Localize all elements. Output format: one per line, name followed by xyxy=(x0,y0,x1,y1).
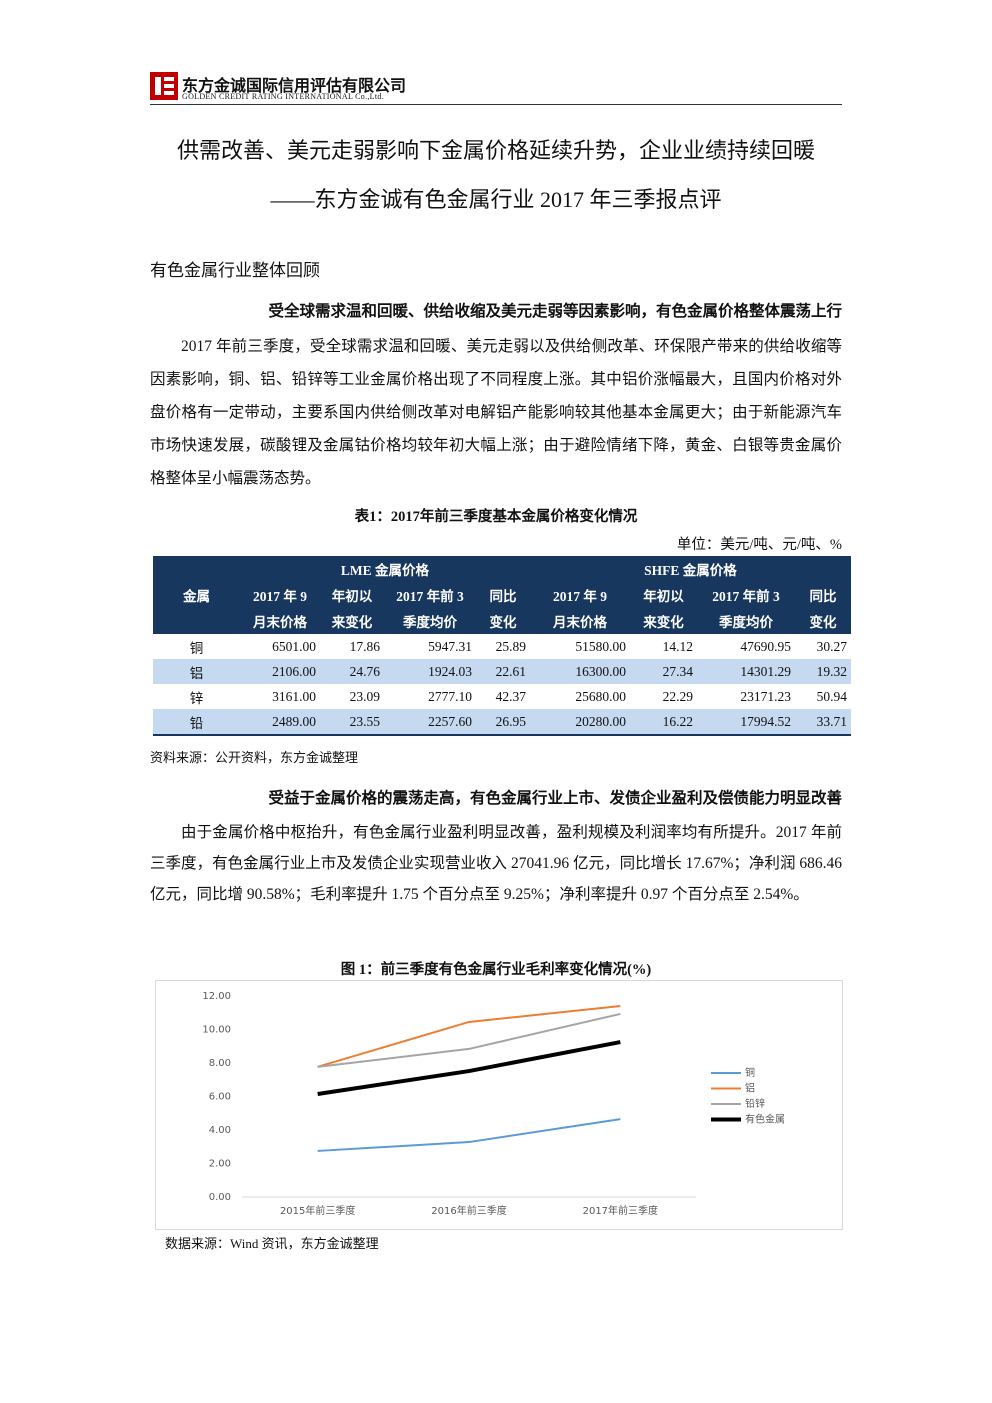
table-row: 铅 2489.00 23.55 2257.60 26.95 20280.00 16.22 17… xyxy=(153,709,851,735)
logo xyxy=(150,72,178,100)
table-cell: 23171.23 xyxy=(740,688,791,704)
table-cell: 3161.00 xyxy=(272,688,316,704)
column-header: 季度均价 xyxy=(384,608,476,634)
table-caption: 表1：2017年前三季度基本金属价格变化情况 xyxy=(354,509,638,525)
y-tick-label: 6.00 xyxy=(209,1092,231,1103)
table-unit: 单位：美元/吨、元/吨、% xyxy=(676,537,842,553)
table-cell: 20280.00 xyxy=(530,709,630,735)
paragraph: 2017 年前三季度，受全球需求温和回暖、美元走弱以及供给侧改革、环保限产带来的… xyxy=(150,338,842,487)
column-header: 同比 xyxy=(795,582,851,608)
table-cell: 23.55 xyxy=(320,709,384,735)
paragraph: 由于金属价格中枢抬升，有色金属行业盈利明显改善，盈利规模及利润率均有所提升。20… xyxy=(150,824,842,903)
table-row: 锌 3161.00 23.09 2777.10 42.37 25680.00 22.29 23… xyxy=(153,684,851,709)
table-cell: 16.22 xyxy=(630,709,697,735)
y-tick-label: 4.00 xyxy=(209,1125,231,1136)
table-cell: 27.34 xyxy=(630,659,697,684)
chart: 0.00 2.00 4.00 6.00 8.00 10.00 12.00 2015年前三季度 2… xyxy=(155,980,843,1230)
table-cell: 铜 xyxy=(189,640,204,656)
table-cell: 17.86 xyxy=(349,638,380,654)
header-rule xyxy=(150,104,842,105)
table-cell: 2106.00 xyxy=(240,659,320,684)
table-cell: 1924.03 xyxy=(384,659,476,684)
legend-label: 铅锌 xyxy=(745,1097,765,1110)
table-cell: 42.37 xyxy=(495,688,526,704)
table-cell: 16300.00 xyxy=(530,659,630,684)
table-cell: 2777.10 xyxy=(428,688,472,704)
subtitle: ——东方金诚有色金属行业 2017 年三季报点评 xyxy=(270,187,722,212)
column-header: 来变化 xyxy=(630,608,697,634)
company-name: 东方金诚国际信用评估有限公司 xyxy=(182,78,407,95)
y-tick-label: 12.00 xyxy=(202,991,231,1002)
table-source: 资料来源：公开资料，东方金诚整理 xyxy=(150,750,359,765)
table-cell: 26.95 xyxy=(476,709,530,735)
series-line xyxy=(317,1040,621,1096)
header-row: 金属 LME 金属价格 SHFE 金属价格 xyxy=(153,556,851,634)
column-header: 季度均价 xyxy=(697,608,795,634)
column-header: 年初以 xyxy=(630,582,697,608)
table-cell: 47690.95 xyxy=(740,638,791,654)
column-header: 2017 年 9 xyxy=(530,582,630,608)
section-heading: 有色金属行业整体回顾 xyxy=(150,261,320,281)
table-cell: 14301.29 xyxy=(697,659,795,684)
table-cell: 14.12 xyxy=(662,638,693,654)
table-cell: 19.32 xyxy=(795,659,851,684)
x-tick-label: 2017年前三季度 xyxy=(583,1204,658,1217)
column-header: 变化 xyxy=(476,608,530,634)
series-line xyxy=(317,1012,621,1068)
column-header: 来变化 xyxy=(320,608,384,634)
chart-source: 数据来源：Wind 资讯，东方金诚整理 xyxy=(165,1236,379,1251)
x-tick-label: 2016年前三季度 xyxy=(431,1204,506,1217)
column-header: 年初以 xyxy=(320,582,384,608)
header-row: 2017 年 9 年初以 2017 年前 3 同比 2017 年 9 年初以 2017 年前… xyxy=(153,582,851,608)
company-name-en: GOLDEN CREDIT RATING INTERNATIONAL Co.,L… xyxy=(182,92,384,101)
series-line xyxy=(317,1005,621,1068)
x-tick-label: 2015年前三季度 xyxy=(280,1204,355,1217)
column-header: 月末价格 xyxy=(530,608,630,634)
column-header: 月末价格 xyxy=(240,608,320,634)
legend-label: 铝 xyxy=(745,1083,755,1095)
table-cell: 2489.00 xyxy=(240,709,320,735)
title: 供需改善、美元走弱影响下金属价格延续升势，企业业绩持续回暖 xyxy=(176,138,815,163)
group-header: SHFE 金属价格 xyxy=(530,556,851,582)
table-cell: 23.09 xyxy=(349,688,380,704)
table-cell: 17994.52 xyxy=(697,709,795,735)
table-row: 铝 2106.00 24.76 1924.03 22.61 16300.00 27.34 14… xyxy=(153,659,851,684)
table-cell: 22.61 xyxy=(476,659,530,684)
y-tick-label: 0.00 xyxy=(209,1192,231,1203)
y-tick-label: 10.00 xyxy=(202,1025,231,1036)
y-tick-label: 8.00 xyxy=(209,1058,231,1069)
column-header: 2017 年 9 xyxy=(240,582,320,608)
header-row: 月末价格 来变化 季度均价 变化 月末价格 来变化 季度均价 变化 xyxy=(153,608,851,634)
table-cell: 22.29 xyxy=(662,688,693,704)
legend-label: 铜 xyxy=(745,1067,755,1079)
table-cell: 25680.00 xyxy=(575,688,626,704)
subheading: 受全球需求温和回暖、供给收缩及美元走弱等因素影响，有色金属价格整体震荡上行 xyxy=(268,303,842,320)
table-cell: 5947.31 xyxy=(428,638,472,654)
table-cell: 24.76 xyxy=(320,659,384,684)
legend-label: 有色金属 xyxy=(745,1113,785,1126)
table-cell: 2257.60 xyxy=(384,709,476,735)
header-cell: 金属 xyxy=(153,556,240,634)
table-cell: 铅 xyxy=(153,709,240,735)
column-header: 同比 xyxy=(476,582,530,608)
column-header: 变化 xyxy=(795,608,851,634)
table-cell: 6501.00 xyxy=(272,638,316,654)
subheading: 受益于金属价格的震荡走高，有色金属行业上市、发债企业盈利及偿债能力明显改善 xyxy=(268,790,842,807)
table-cell: 25.89 xyxy=(495,638,526,654)
y-tick-label: 2.00 xyxy=(209,1159,231,1170)
column-header: 2017 年前 3 xyxy=(384,582,476,608)
table-cell: 33.71 xyxy=(795,709,851,735)
series-line xyxy=(317,1118,621,1152)
column-header: 2017 年前 3 xyxy=(697,582,795,608)
table-cell: 51580.00 xyxy=(575,638,626,654)
table-row: 铜 6501.00 17.86 5947.31 25.89 51580.00 14.12 47… xyxy=(153,634,851,659)
table-cell: 铝 xyxy=(153,659,240,684)
chart-title: 图 1：前三季度有色金属行业毛利率变化情况(%) xyxy=(340,962,652,978)
table-cell: 50.94 xyxy=(816,688,847,704)
table-cell: 锌 xyxy=(189,690,204,706)
table-cell: 30.27 xyxy=(816,638,847,654)
group-header: LME 金属价格 xyxy=(240,556,530,582)
